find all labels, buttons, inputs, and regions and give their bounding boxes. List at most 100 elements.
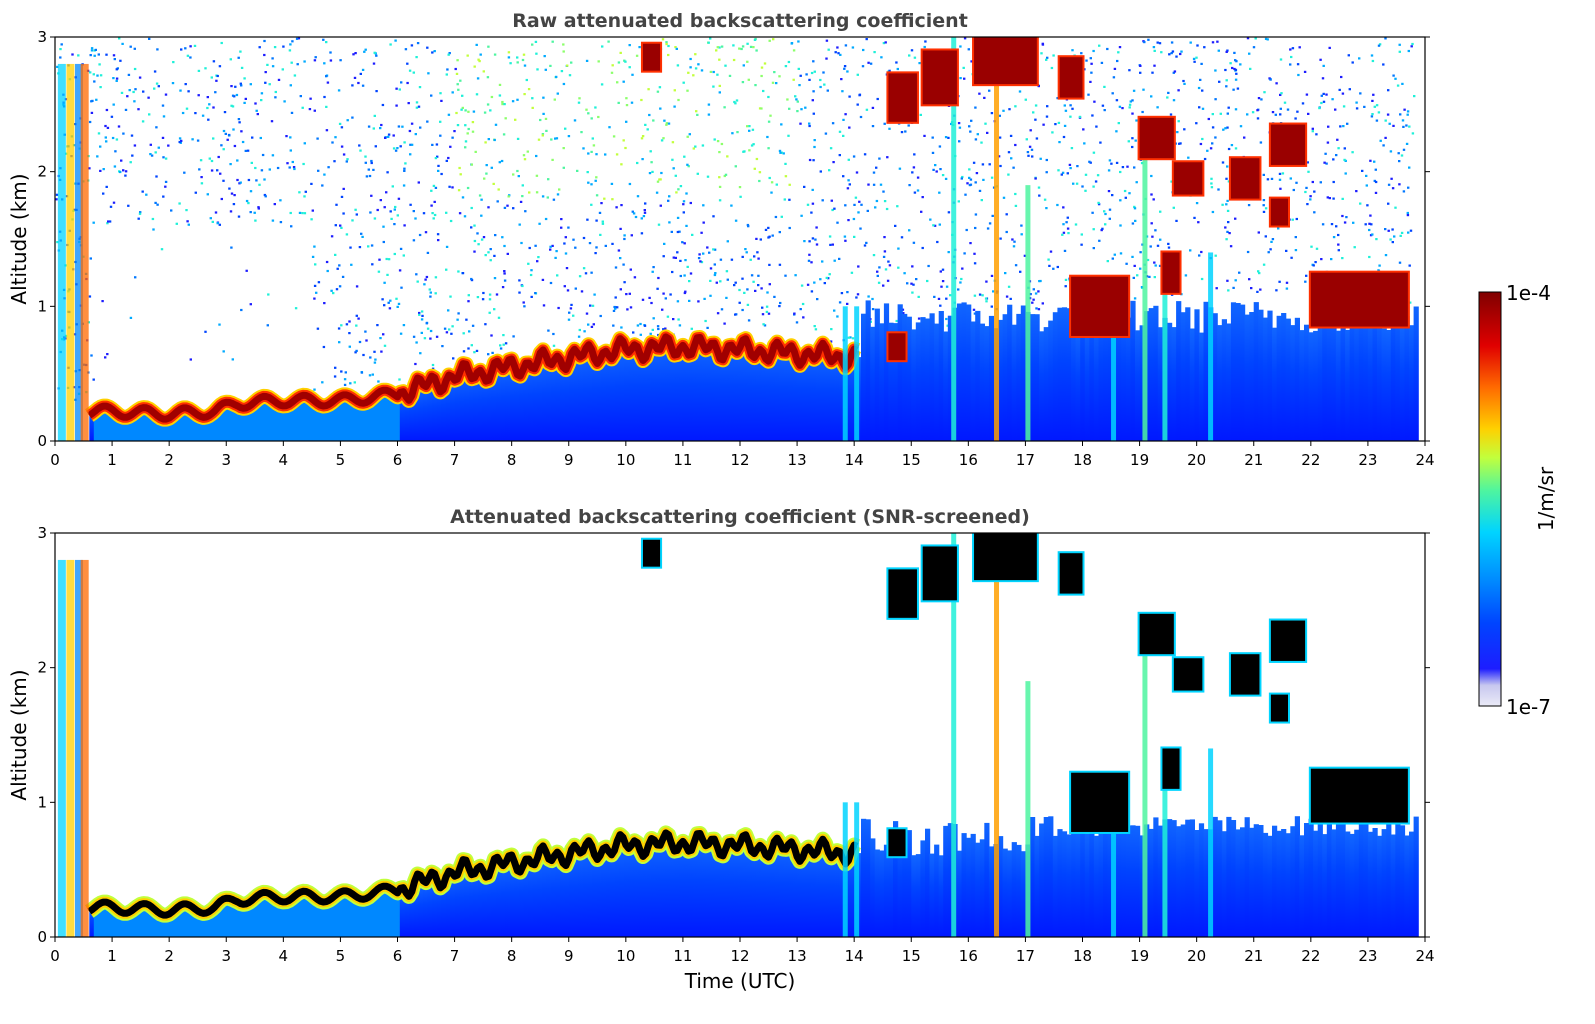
noise-pixel (706, 246, 709, 249)
noise-pixel (622, 263, 625, 266)
noise-pixel (59, 48, 62, 51)
aerosol-column (897, 304, 903, 441)
aerosol-column (660, 843, 666, 937)
noise-pixel (1175, 55, 1178, 58)
noise-pixel (115, 68, 118, 71)
noise-pixel (313, 59, 317, 62)
aerosol-column (637, 844, 643, 937)
aerosol-column (436, 878, 442, 937)
cloud-layer (642, 539, 661, 567)
noise-pixel (641, 158, 644, 161)
noise-pixel (207, 118, 210, 121)
aerosol-column (285, 896, 291, 937)
noise-pixel (534, 40, 538, 43)
noise-pixel (831, 243, 834, 246)
noise-pixel (295, 37, 299, 40)
noise-pixel (1289, 177, 1292, 180)
noise-pixel (360, 371, 364, 374)
noise-pixel (623, 234, 626, 237)
noise-pixel (1225, 177, 1228, 180)
precipitation-streak (951, 37, 957, 441)
noise-pixel (1064, 109, 1068, 112)
x-tick-label: 5 (336, 451, 346, 469)
noise-pixel (1178, 142, 1181, 145)
noise-pixel (691, 233, 694, 236)
noise-pixel (249, 211, 252, 214)
noise-pixel (397, 197, 401, 200)
noise-pixel (940, 285, 943, 288)
aerosol-column (961, 302, 967, 441)
noise-pixel (1227, 106, 1230, 109)
aerosol-column (1221, 319, 1227, 441)
aerosol-column (1354, 317, 1360, 441)
noise-pixel (351, 84, 354, 87)
noise-pixel (718, 84, 721, 87)
noise-pixel (662, 137, 665, 140)
noise-pixel (968, 125, 971, 128)
noise-pixel (967, 48, 970, 51)
noise-pixel (387, 258, 391, 261)
aerosol-column (112, 907, 118, 937)
noise-pixel (129, 316, 133, 319)
noise-pixel (746, 303, 750, 306)
noise-pixel (642, 215, 646, 218)
noise-pixel (355, 324, 358, 327)
noise-pixel (1326, 141, 1330, 144)
noise-pixel (97, 132, 101, 135)
noise-pixel (183, 171, 186, 174)
noise-pixel (873, 51, 876, 54)
y-axis-label: Altitude (km) (7, 669, 31, 800)
y-tick-label: 1 (37, 793, 47, 811)
noise-pixel (266, 324, 269, 327)
aerosol-column (1103, 818, 1109, 937)
aerosol-column (144, 908, 150, 937)
noise-pixel (549, 248, 552, 251)
noise-pixel (1323, 161, 1326, 164)
noise-pixel (547, 329, 550, 332)
aerosol-column (984, 822, 990, 937)
noise-pixel (216, 74, 219, 78)
noise-pixel (713, 263, 716, 266)
aerosol-column (641, 844, 647, 937)
noise-pixel (518, 291, 521, 294)
noise-pixel (425, 275, 429, 279)
aerosol-column (1020, 305, 1026, 441)
noise-pixel (542, 112, 545, 115)
noise-pixel (90, 111, 94, 114)
noise-pixel (382, 225, 385, 228)
noise-pixel (760, 107, 763, 110)
noise-pixel (938, 145, 942, 148)
noise-pixel (375, 54, 378, 57)
x-tick-label: 20 (1187, 451, 1206, 469)
noise-pixel (424, 278, 427, 281)
noise-pixel (451, 91, 454, 94)
noise-pixel (1274, 113, 1277, 116)
aerosol-column (249, 898, 255, 937)
aerosol-column (1198, 823, 1205, 937)
noise-pixel (1195, 202, 1199, 205)
noise-pixel (555, 137, 559, 140)
noise-pixel (487, 206, 490, 209)
noise-pixel (1139, 267, 1142, 270)
noise-pixel (137, 217, 140, 220)
noise-pixel (290, 61, 293, 64)
noise-pixel (187, 223, 190, 226)
noise-pixel (420, 310, 424, 313)
noise-pixel (359, 149, 362, 152)
aerosol-column (838, 356, 844, 441)
noise-pixel (1065, 221, 1068, 224)
noise-pixel (974, 106, 977, 109)
noise-pixel (1028, 145, 1032, 148)
noise-pixel (1217, 188, 1220, 191)
aerosol-column (682, 842, 689, 937)
noise-pixel (556, 193, 560, 196)
colorbar-max-label: 1e-4 (1506, 281, 1551, 305)
noise-pixel (538, 222, 541, 225)
aerosol-column (555, 359, 561, 441)
noise-pixel (1332, 236, 1336, 239)
noise-pixel (1387, 89, 1390, 92)
noise-pixel (457, 189, 461, 192)
noise-pixel (882, 42, 886, 45)
noise-pixel (665, 123, 668, 126)
noise-pixel (129, 161, 132, 164)
